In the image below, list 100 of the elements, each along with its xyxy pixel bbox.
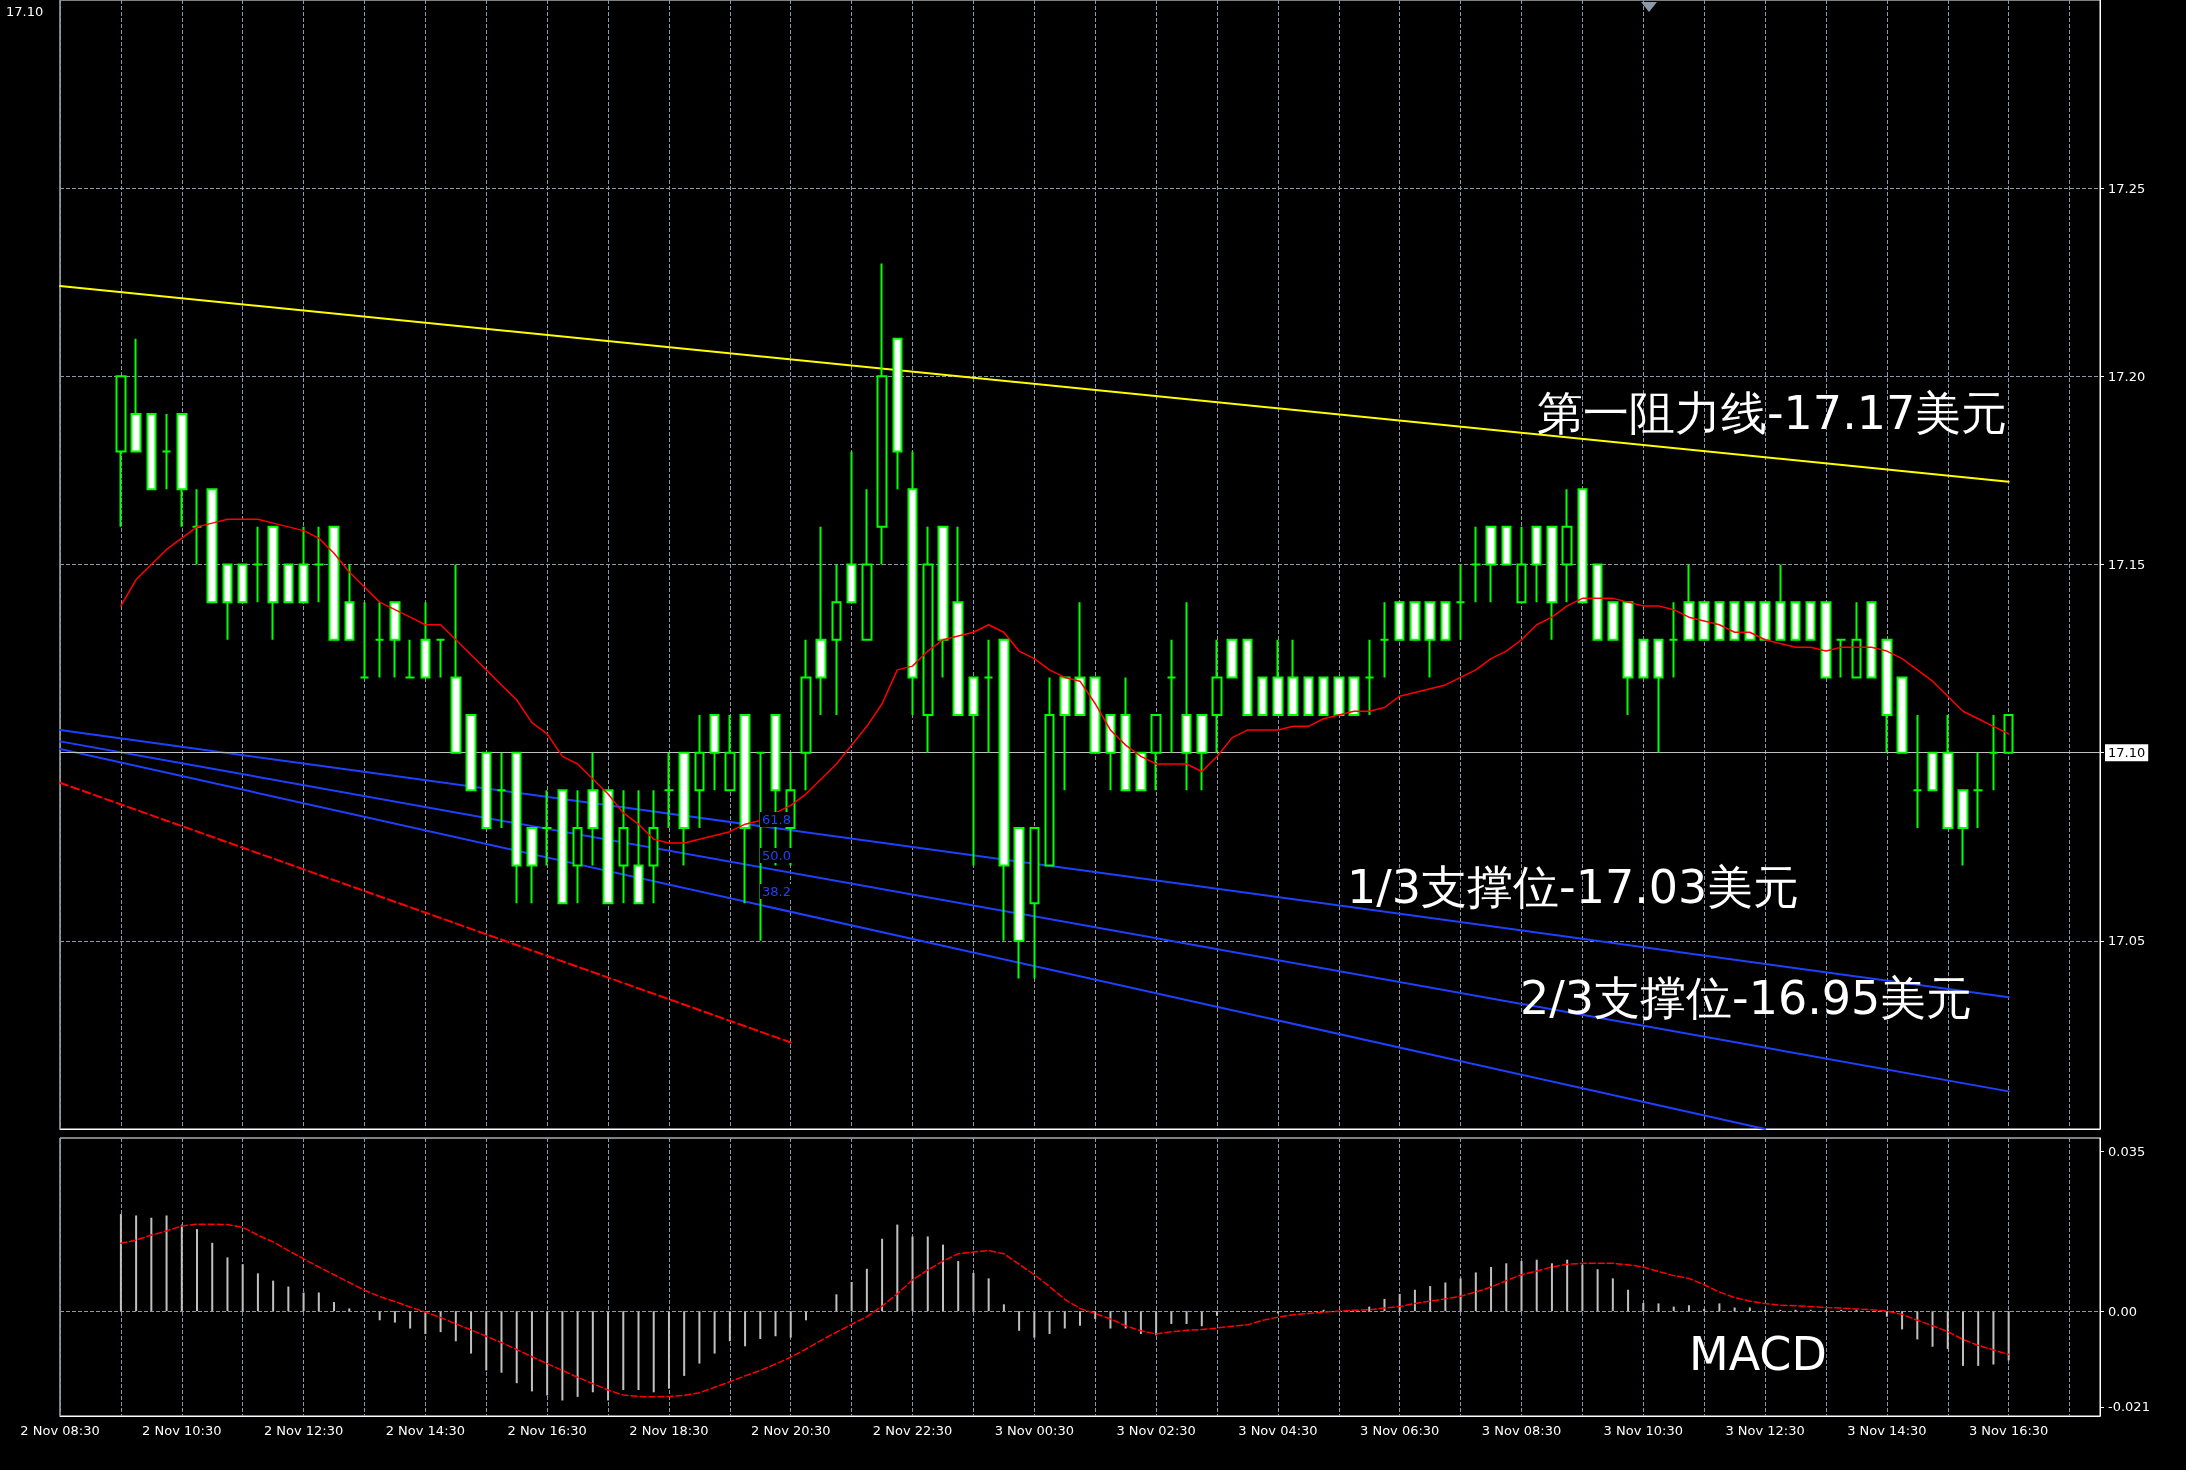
candlestick bbox=[1698, 601, 1710, 641]
bar bbox=[515, 1311, 518, 1384]
x-tick-label: 3 Nov 02:30 bbox=[1116, 1423, 1196, 1438]
candlestick bbox=[1287, 638, 1299, 717]
candlestick bbox=[1942, 714, 1954, 829]
bar bbox=[1048, 1311, 1051, 1334]
candlestick bbox=[1607, 601, 1619, 641]
annotation: MACD bbox=[1689, 1327, 1827, 1381]
x-tick-label: 3 Nov 14:30 bbox=[1847, 1423, 1927, 1438]
candlestick bbox=[1957, 789, 1969, 867]
bar bbox=[1946, 1311, 1949, 1350]
bar bbox=[835, 1294, 838, 1312]
bar bbox=[302, 1292, 305, 1312]
bar bbox=[1185, 1311, 1188, 1324]
annotation: 50.0 bbox=[762, 848, 791, 863]
candlestick bbox=[481, 751, 492, 829]
annotation: 38.2 bbox=[762, 884, 791, 899]
candlestick bbox=[1668, 601, 1679, 679]
y-tick-label: 0.035 bbox=[2108, 1144, 2146, 1160]
candlestick bbox=[1150, 714, 1162, 792]
candlestick bbox=[176, 412, 188, 528]
bar bbox=[226, 1257, 229, 1312]
bar bbox=[728, 1311, 731, 1342]
candlestick bbox=[344, 563, 355, 641]
candlestick bbox=[1683, 563, 1695, 641]
candlestick bbox=[1912, 714, 1923, 829]
candlestick bbox=[298, 525, 309, 604]
y-tick-label: 17.05 bbox=[2108, 933, 2146, 949]
candlestick bbox=[222, 563, 233, 641]
candlestick bbox=[1059, 676, 1071, 792]
bar bbox=[150, 1217, 153, 1312]
bar bbox=[211, 1242, 214, 1312]
candlestick bbox=[1089, 676, 1101, 754]
candlestick bbox=[1485, 525, 1497, 604]
x-tick-label: 3 Nov 12:30 bbox=[1725, 1423, 1805, 1438]
candlestick bbox=[1577, 488, 1588, 604]
bar bbox=[424, 1311, 427, 1334]
candlestick bbox=[359, 601, 370, 679]
candlestick bbox=[1714, 601, 1725, 641]
candlestick bbox=[709, 714, 720, 792]
bar bbox=[576, 1311, 579, 1397]
bar bbox=[972, 1272, 975, 1312]
bar bbox=[1018, 1311, 1021, 1331]
candlestick bbox=[1592, 563, 1603, 641]
bar bbox=[1079, 1311, 1081, 1326]
bar bbox=[470, 1311, 473, 1354]
candlestick bbox=[815, 525, 827, 717]
candlestick bbox=[1348, 676, 1360, 717]
candlestick bbox=[876, 262, 888, 566]
candlestick bbox=[739, 714, 751, 905]
candlestick bbox=[937, 525, 949, 679]
candlestick bbox=[998, 638, 1010, 942]
candlestick bbox=[328, 525, 340, 641]
candlestick bbox=[1470, 525, 1482, 604]
bar bbox=[1429, 1286, 1432, 1312]
bar bbox=[591, 1311, 594, 1393]
candlestick bbox=[922, 525, 934, 754]
x-tick-label: 2 Nov 12:30 bbox=[263, 1423, 344, 1438]
bar bbox=[561, 1311, 564, 1401]
candlestick bbox=[983, 638, 994, 754]
x-tick-label: 3 Nov 06:30 bbox=[1360, 1423, 1440, 1438]
candlestick bbox=[724, 714, 736, 792]
candlestick bbox=[602, 789, 614, 905]
candlestick bbox=[1318, 676, 1329, 717]
candlestick bbox=[1074, 601, 1086, 717]
candlestick bbox=[1759, 601, 1771, 641]
bar bbox=[241, 1264, 244, 1312]
bar bbox=[850, 1282, 853, 1312]
candlestick bbox=[1242, 638, 1253, 717]
candlestick bbox=[146, 412, 157, 491]
candlestick bbox=[1029, 826, 1040, 980]
x-tick-label: 2 Nov 20:30 bbox=[751, 1423, 831, 1438]
bar bbox=[1398, 1293, 1401, 1312]
bar bbox=[881, 1238, 884, 1312]
bar bbox=[789, 1311, 792, 1338]
candlestick bbox=[1972, 751, 1984, 829]
bar bbox=[957, 1261, 960, 1312]
bar bbox=[485, 1311, 488, 1371]
bar bbox=[607, 1311, 610, 1401]
candlestick bbox=[1531, 525, 1542, 604]
y-tick-label: 17.20 bbox=[2108, 368, 2146, 384]
annotation: 61.8 bbox=[762, 812, 791, 827]
x-tick-label: 2 Nov 10:30 bbox=[142, 1423, 222, 1438]
candlestick bbox=[1364, 638, 1375, 717]
bar bbox=[896, 1224, 899, 1312]
candlestick bbox=[115, 375, 127, 528]
bar bbox=[667, 1311, 670, 1389]
y-tick-label: 17.15 bbox=[2108, 557, 2146, 572]
bar bbox=[683, 1311, 686, 1376]
candlestick bbox=[450, 563, 462, 754]
bar bbox=[926, 1236, 929, 1312]
annotation: 第一阻力线-17.17美元 bbox=[1537, 386, 2008, 440]
candlestick bbox=[252, 525, 264, 604]
y-tick-label: 0.00 bbox=[2108, 1303, 2137, 1319]
candlestick bbox=[648, 789, 659, 905]
bar bbox=[196, 1229, 199, 1312]
bar bbox=[1611, 1278, 1614, 1312]
bar bbox=[348, 1308, 351, 1312]
bar bbox=[317, 1292, 320, 1312]
candlestick bbox=[511, 751, 522, 905]
